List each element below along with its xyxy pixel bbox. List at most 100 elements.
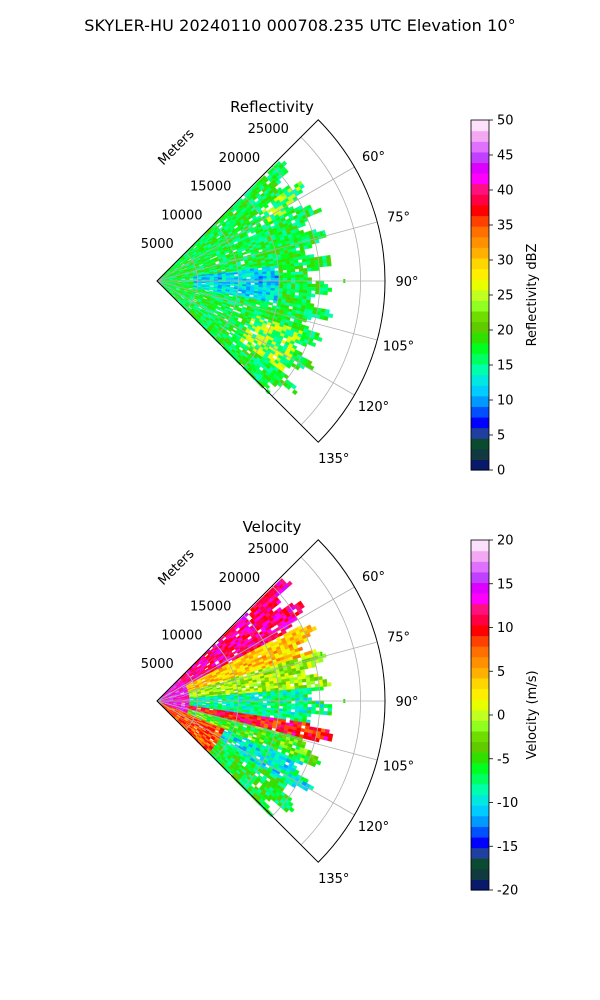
colorbar-label: Reflectivity dBZ	[525, 244, 540, 347]
radar-bin	[254, 696, 259, 699]
colorbar-segment	[471, 130, 489, 142]
radar-bin	[306, 290, 312, 294]
radar-bin	[300, 222, 306, 228]
radar-bin	[270, 695, 276, 699]
radar-bin	[273, 265, 279, 269]
radar-bin	[278, 288, 284, 292]
radar-bin	[221, 277, 227, 280]
radar-bin	[242, 698, 247, 702]
radar-bin	[278, 267, 283, 271]
radar-bin	[286, 580, 293, 587]
radar-bin	[291, 694, 296, 699]
radar-bin	[287, 277, 292, 281]
colorbar-segment	[471, 395, 489, 407]
radar-bin	[290, 271, 296, 276]
radar-bin	[297, 256, 303, 261]
radar-bin	[250, 702, 255, 706]
colorbar-segment	[471, 406, 489, 418]
radar-bin	[298, 712, 304, 717]
radar-bin	[306, 684, 312, 689]
radar-bin	[282, 168, 289, 175]
radar-bin	[278, 690, 284, 694]
radar-bin	[323, 284, 329, 289]
radar-bin	[327, 736, 333, 742]
radar-bin	[234, 277, 239, 280]
radar-bin	[303, 697, 308, 701]
radar-bin	[221, 702, 227, 704]
radar-bin	[298, 682, 303, 687]
colorbar-tick-label: 30	[497, 254, 514, 269]
radar-bin	[303, 694, 308, 698]
radar-field	[156, 578, 346, 818]
radar-bin	[274, 695, 280, 699]
radar-bin	[237, 289, 243, 292]
radar-bin	[250, 276, 255, 280]
radar-bin	[299, 694, 304, 698]
radar-bin	[278, 270, 284, 274]
radar-bin	[238, 698, 243, 702]
radar-bin	[246, 278, 251, 281]
azimuth-spoke	[156, 280, 355, 396]
radar-bin	[241, 251, 247, 256]
radar-bin	[283, 697, 288, 701]
radar-bin	[318, 658, 324, 663]
radar-bin	[250, 274, 255, 278]
radar-bin	[189, 277, 194, 280]
colorbar-segment	[471, 363, 489, 376]
panel-title: Reflectivity	[230, 98, 314, 116]
colorbar-segment	[471, 173, 489, 185]
radar-echo	[320, 231, 323, 236]
radar-bin	[310, 293, 316, 298]
radial-axis-label: Meters	[156, 126, 198, 168]
radar-bin	[310, 680, 316, 685]
radar-bin	[297, 188, 304, 195]
radar-bin	[266, 285, 272, 289]
radar-bin	[201, 702, 206, 705]
radar-bin	[262, 698, 268, 701]
radar-bin	[321, 255, 327, 260]
radar-bin	[317, 336, 323, 342]
radar-bin	[286, 708, 292, 713]
radar-bin	[326, 682, 332, 687]
radar-bin	[307, 690, 312, 695]
radar-bin	[269, 712, 275, 716]
radar-bin	[262, 276, 268, 279]
radar-bin	[287, 283, 292, 287]
radar-bin	[290, 706, 296, 710]
azimuth-tick-label: 75°	[387, 210, 410, 225]
radar-bin	[286, 288, 292, 293]
radar-bin	[311, 707, 316, 711]
radar-bin	[209, 284, 215, 286]
radar-bin	[287, 697, 292, 701]
radar-bin	[303, 706, 308, 711]
radar-bin	[278, 703, 284, 707]
radar-bin	[246, 694, 251, 698]
radar-bin	[302, 687, 308, 692]
radar-bin	[274, 698, 280, 701]
radar-bin	[294, 685, 300, 690]
radar-bin	[311, 283, 316, 288]
colorbar-tick-label: 35	[497, 219, 514, 234]
radar-bin	[290, 289, 296, 293]
radar-bin	[310, 341, 317, 348]
colorbar-segment	[471, 385, 489, 397]
radar-bin	[306, 315, 312, 321]
radar-bin	[263, 203, 269, 209]
radar-bin	[270, 698, 276, 701]
radar-bin	[250, 278, 255, 281]
radar-bin	[310, 263, 316, 268]
colorbar-segment	[471, 427, 489, 439]
radar-bin	[246, 282, 251, 285]
radar-bin	[282, 288, 288, 292]
radar-bin	[262, 282, 268, 286]
radar-bin	[238, 277, 243, 280]
panel-velocity: Velocity60°75°90°105°120°135°50001000015…	[141, 518, 540, 899]
radar-bin	[298, 292, 304, 297]
radar-bin	[306, 681, 312, 686]
radar-bin	[290, 691, 296, 696]
radar-bin	[303, 271, 308, 275]
radar-bin	[278, 708, 284, 712]
radial-tick-label: 25000	[248, 122, 289, 137]
radar-bin	[327, 287, 333, 292]
radar-bin	[302, 289, 308, 294]
